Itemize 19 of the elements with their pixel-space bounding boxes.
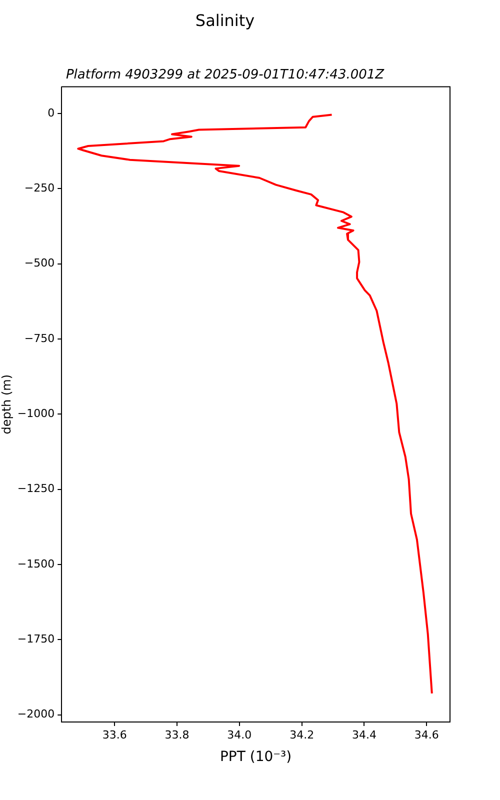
y-tick-label: 0 xyxy=(48,106,55,120)
x-tick-label: 34.0 xyxy=(227,728,252,742)
y-tick-label: −1000 xyxy=(17,407,55,420)
y-tick-label: −1250 xyxy=(17,482,55,496)
x-tick-label: 34.2 xyxy=(290,728,314,742)
chart-subtitle: Platform 4903299 at 2025-09-01T10:47:43.001Z xyxy=(66,67,386,82)
x-tick-label: 34.6 xyxy=(414,728,439,742)
x-tick-label: 33.6 xyxy=(102,728,127,742)
x-tick-label: 34.4 xyxy=(352,728,376,742)
y-tick-label: −2000 xyxy=(17,708,55,721)
chart-title: Salinity xyxy=(195,10,255,30)
y-tick-label: −500 xyxy=(24,256,55,270)
y-axis-title: depth (m) xyxy=(0,374,14,434)
y-tick-label: −1500 xyxy=(17,557,55,570)
y-tick-label: −1750 xyxy=(17,632,55,646)
x-axis-title: PPT (10⁻³) xyxy=(220,749,292,766)
x-tick-label: 33.8 xyxy=(164,728,190,742)
y-tick-label: −250 xyxy=(24,182,55,195)
y-tick-label: −750 xyxy=(24,332,55,345)
